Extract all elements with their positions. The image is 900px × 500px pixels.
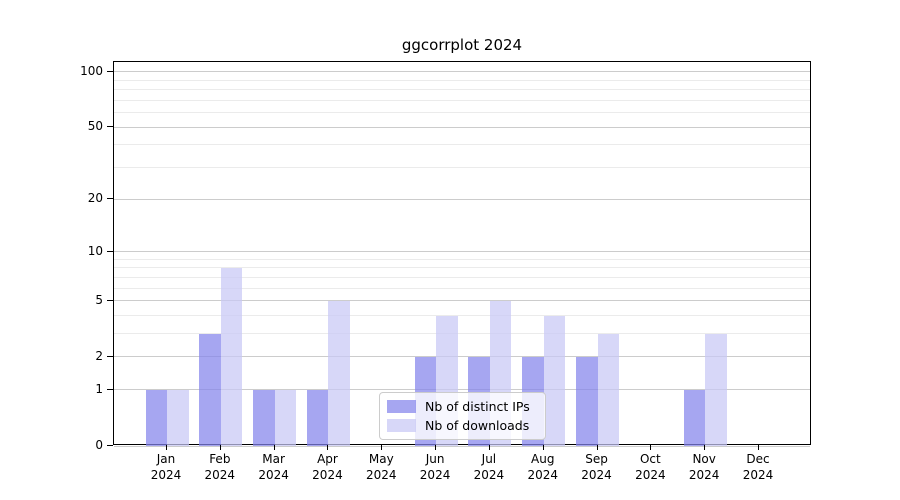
gridline-y-70 [114,99,810,101]
y-tick-label-20: 20 [87,191,103,206]
gridline-y-1 [114,389,810,391]
gridline-y-60 [114,112,810,114]
x-tick-mark-mar [273,445,275,450]
y-tick-mark-2 [107,355,113,357]
x-tick-label-may: May 2024 [365,452,397,482]
gridline-y-30 [114,167,810,169]
gridline-y-7 [114,276,810,278]
x-tick-label-jun: Jun 2024 [419,452,451,482]
gridline-y-5 [114,300,810,302]
x-tick-mark-feb [219,445,221,450]
y-tick-label-10: 10 [87,243,103,258]
y-tick-label-5: 5 [95,292,103,307]
bar-sep-ips [576,356,598,446]
x-tick-mark-aug [542,445,544,450]
y-tick-mark-1 [107,388,113,390]
legend-label-downloads: Nb of downloads [425,418,530,433]
x-tick-label-feb: Feb 2024 [204,452,236,482]
y-tick-mark-0 [107,445,113,446]
legend-label-distinct-ips: Nb of distinct IPs [425,399,530,414]
gridline-y-4 [114,315,810,316]
y-tick-mark-5 [107,299,113,301]
gridline-y-0 [114,445,810,447]
x-tick-label-jan: Jan 2024 [150,452,182,482]
bar-feb-ips [199,333,221,446]
gridline-y-10 [114,251,810,253]
bar-nov-downloads [705,333,727,446]
y-tick-label-100: 100 [80,63,103,78]
x-tick-mark-sep [596,445,598,450]
gridline-y-50 [114,126,810,128]
bar-nov-ips [683,389,706,446]
bar-feb-downloads [220,267,243,446]
x-tick-mark-dec [758,445,759,450]
legend-entry-distinct-ips: Nb of distinct IPs [387,399,537,414]
x-tick-mark-jun [435,445,437,450]
x-tick-label-dec: Dec 2024 [742,452,774,482]
gridline-y-20 [114,198,810,200]
bar-sep-downloads [597,333,620,446]
bar-aug-downloads [543,315,566,446]
x-tick-label-oct: Oct 2024 [635,452,666,482]
y-tick-label-1: 1 [95,381,103,396]
gridline-y-2 [114,356,810,358]
x-tick-label-aug: Aug 2024 [527,452,558,482]
gridline-y-90 [114,79,810,81]
bar-apr-downloads [328,300,350,446]
gridline-y-40 [114,144,810,146]
legend-swatch-distinct-ips-icon [387,400,416,413]
bar-mar-downloads [274,389,297,446]
bar-jan-downloads [167,389,189,446]
plot-area: Nb of distinct IPs Nb of downloads [113,61,811,447]
gridline-y-80 [114,89,810,91]
y-tick-label-50: 50 [87,119,103,134]
y-tick-label-2: 2 [95,348,103,363]
x-tick-mark-jul [488,445,490,450]
gridline-y-8 [114,267,810,269]
y-tick-mark-20 [107,198,113,200]
bar-apr-ips [306,389,329,446]
y-tick-mark-10 [107,250,113,252]
x-tick-label-jul: Jul 2024 [473,452,505,482]
gridline-y-9 [114,258,810,260]
legend-entry-downloads: Nb of downloads [387,418,537,433]
x-tick-label-mar: Mar 2024 [258,452,289,482]
chart-title: ggcorrplot 2024 [401,36,523,54]
bar-jan-ips [145,389,167,446]
x-tick-mark-oct [650,445,652,450]
y-tick-mark-100 [107,70,113,72]
x-tick-mark-may [381,445,383,450]
x-tick-mark-apr [327,445,329,450]
legend-swatch-downloads-icon [387,419,416,432]
x-tick-label-sep: Sep 2024 [581,452,612,482]
y-tick-mark-50 [107,126,113,128]
x-tick-mark-jan [166,445,167,450]
x-tick-label-nov: Nov 2024 [688,452,720,482]
bar-mar-ips [253,389,275,446]
x-tick-mark-nov [704,445,706,450]
gridline-y-6 [114,287,810,289]
x-tick-label-apr: Apr 2024 [312,452,343,482]
legend: Nb of distinct IPs Nb of downloads [379,392,546,440]
gridline-y-3 [114,333,810,335]
y-tick-label-0: 0 [95,438,103,452]
gridline-y-100 [114,71,810,73]
